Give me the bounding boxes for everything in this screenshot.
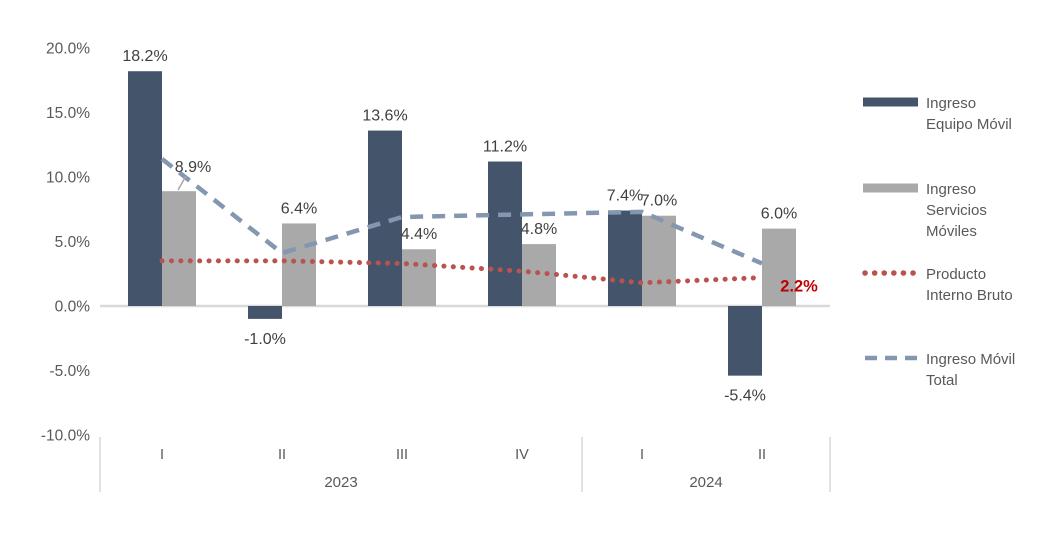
legend-item: Ingreso Servicios Móviles (862, 179, 987, 242)
legend-bar-swatch-icon (863, 97, 918, 107)
chart-legend: Ingreso Equipo Móvil Ingreso Servicios Móvil… (862, 0, 1057, 539)
legend-label: Producto Interno Bruto (926, 266, 1013, 304)
bar (642, 215, 676, 306)
bar (608, 210, 642, 306)
bar-data-label: 7.0% (641, 193, 677, 210)
bar (402, 249, 436, 306)
bar-data-label: 18.2% (122, 48, 167, 65)
legend-dotted-swatch-icon (862, 270, 920, 276)
y-axis-tick-label: 10.0% (46, 170, 90, 187)
year-group-label: 2024 (689, 474, 722, 491)
bar (128, 71, 162, 306)
ingreso-movil-total-dashed-line (160, 157, 763, 266)
bar-data-label: -5.4% (724, 388, 766, 405)
bar-data-label: 13.6% (362, 108, 407, 125)
x-axis-tick-label: III (396, 447, 408, 463)
bar (522, 244, 556, 306)
y-axis-tick-label: 20.0% (46, 41, 90, 58)
bar-data-label: -1.0% (244, 331, 286, 348)
legend-item: Ingreso Móvil Total (862, 349, 1015, 391)
legend-label: Ingreso Móvil Total (926, 351, 1016, 389)
line-end-data-label: 2.2% (780, 278, 818, 296)
bar-data-label: 8.9% (175, 159, 211, 176)
y-axis-tick-label: 5.0% (55, 234, 91, 251)
pib-dotted-line (159, 258, 765, 286)
legend-bar-swatch-icon (863, 183, 918, 193)
bar-data-label: 11.2% (483, 139, 527, 156)
y-axis-tick-label: 15.0% (46, 105, 90, 122)
x-axis-tick-label: I (640, 447, 644, 463)
bar-data-label: 4.8% (521, 221, 557, 238)
x-axis-tick-label: IV (515, 447, 529, 463)
y-axis-tick-label: -10.0% (41, 428, 90, 445)
bar-data-label: 4.4% (401, 226, 437, 243)
legend-item: Ingreso Equipo Móvil (862, 93, 1012, 135)
year-group-label: 2023 (324, 474, 357, 491)
bar (762, 228, 796, 306)
bar (162, 191, 196, 306)
x-axis-tick-label: II (278, 447, 286, 463)
bar-data-label: 7.4% (607, 188, 643, 205)
legend-dashed-swatch-icon (865, 355, 917, 361)
y-axis-tick-label: 0.0% (55, 299, 91, 316)
bar (282, 223, 316, 306)
legend-item: Producto Interno Bruto (862, 264, 1013, 306)
x-axis-tick-label: II (758, 447, 766, 463)
legend-label: Ingreso Equipo Móvil (926, 95, 1012, 133)
bar (728, 306, 762, 376)
bar (248, 306, 282, 319)
bar-data-label: 6.4% (281, 200, 317, 217)
legend-label: Ingreso Servicios Móviles (926, 181, 987, 240)
bar-data-label: 6.0% (761, 206, 797, 223)
x-axis-tick-label: I (160, 447, 164, 463)
label-leader-line (177, 175, 187, 191)
bar (488, 161, 522, 306)
combo-chart: 20.0% 15.0% 10.0% 5.0% 0.0% -5.0% -10.0% 2.2% 18… (41, 41, 831, 492)
y-axis-tick-label: -5.0% (50, 363, 91, 380)
